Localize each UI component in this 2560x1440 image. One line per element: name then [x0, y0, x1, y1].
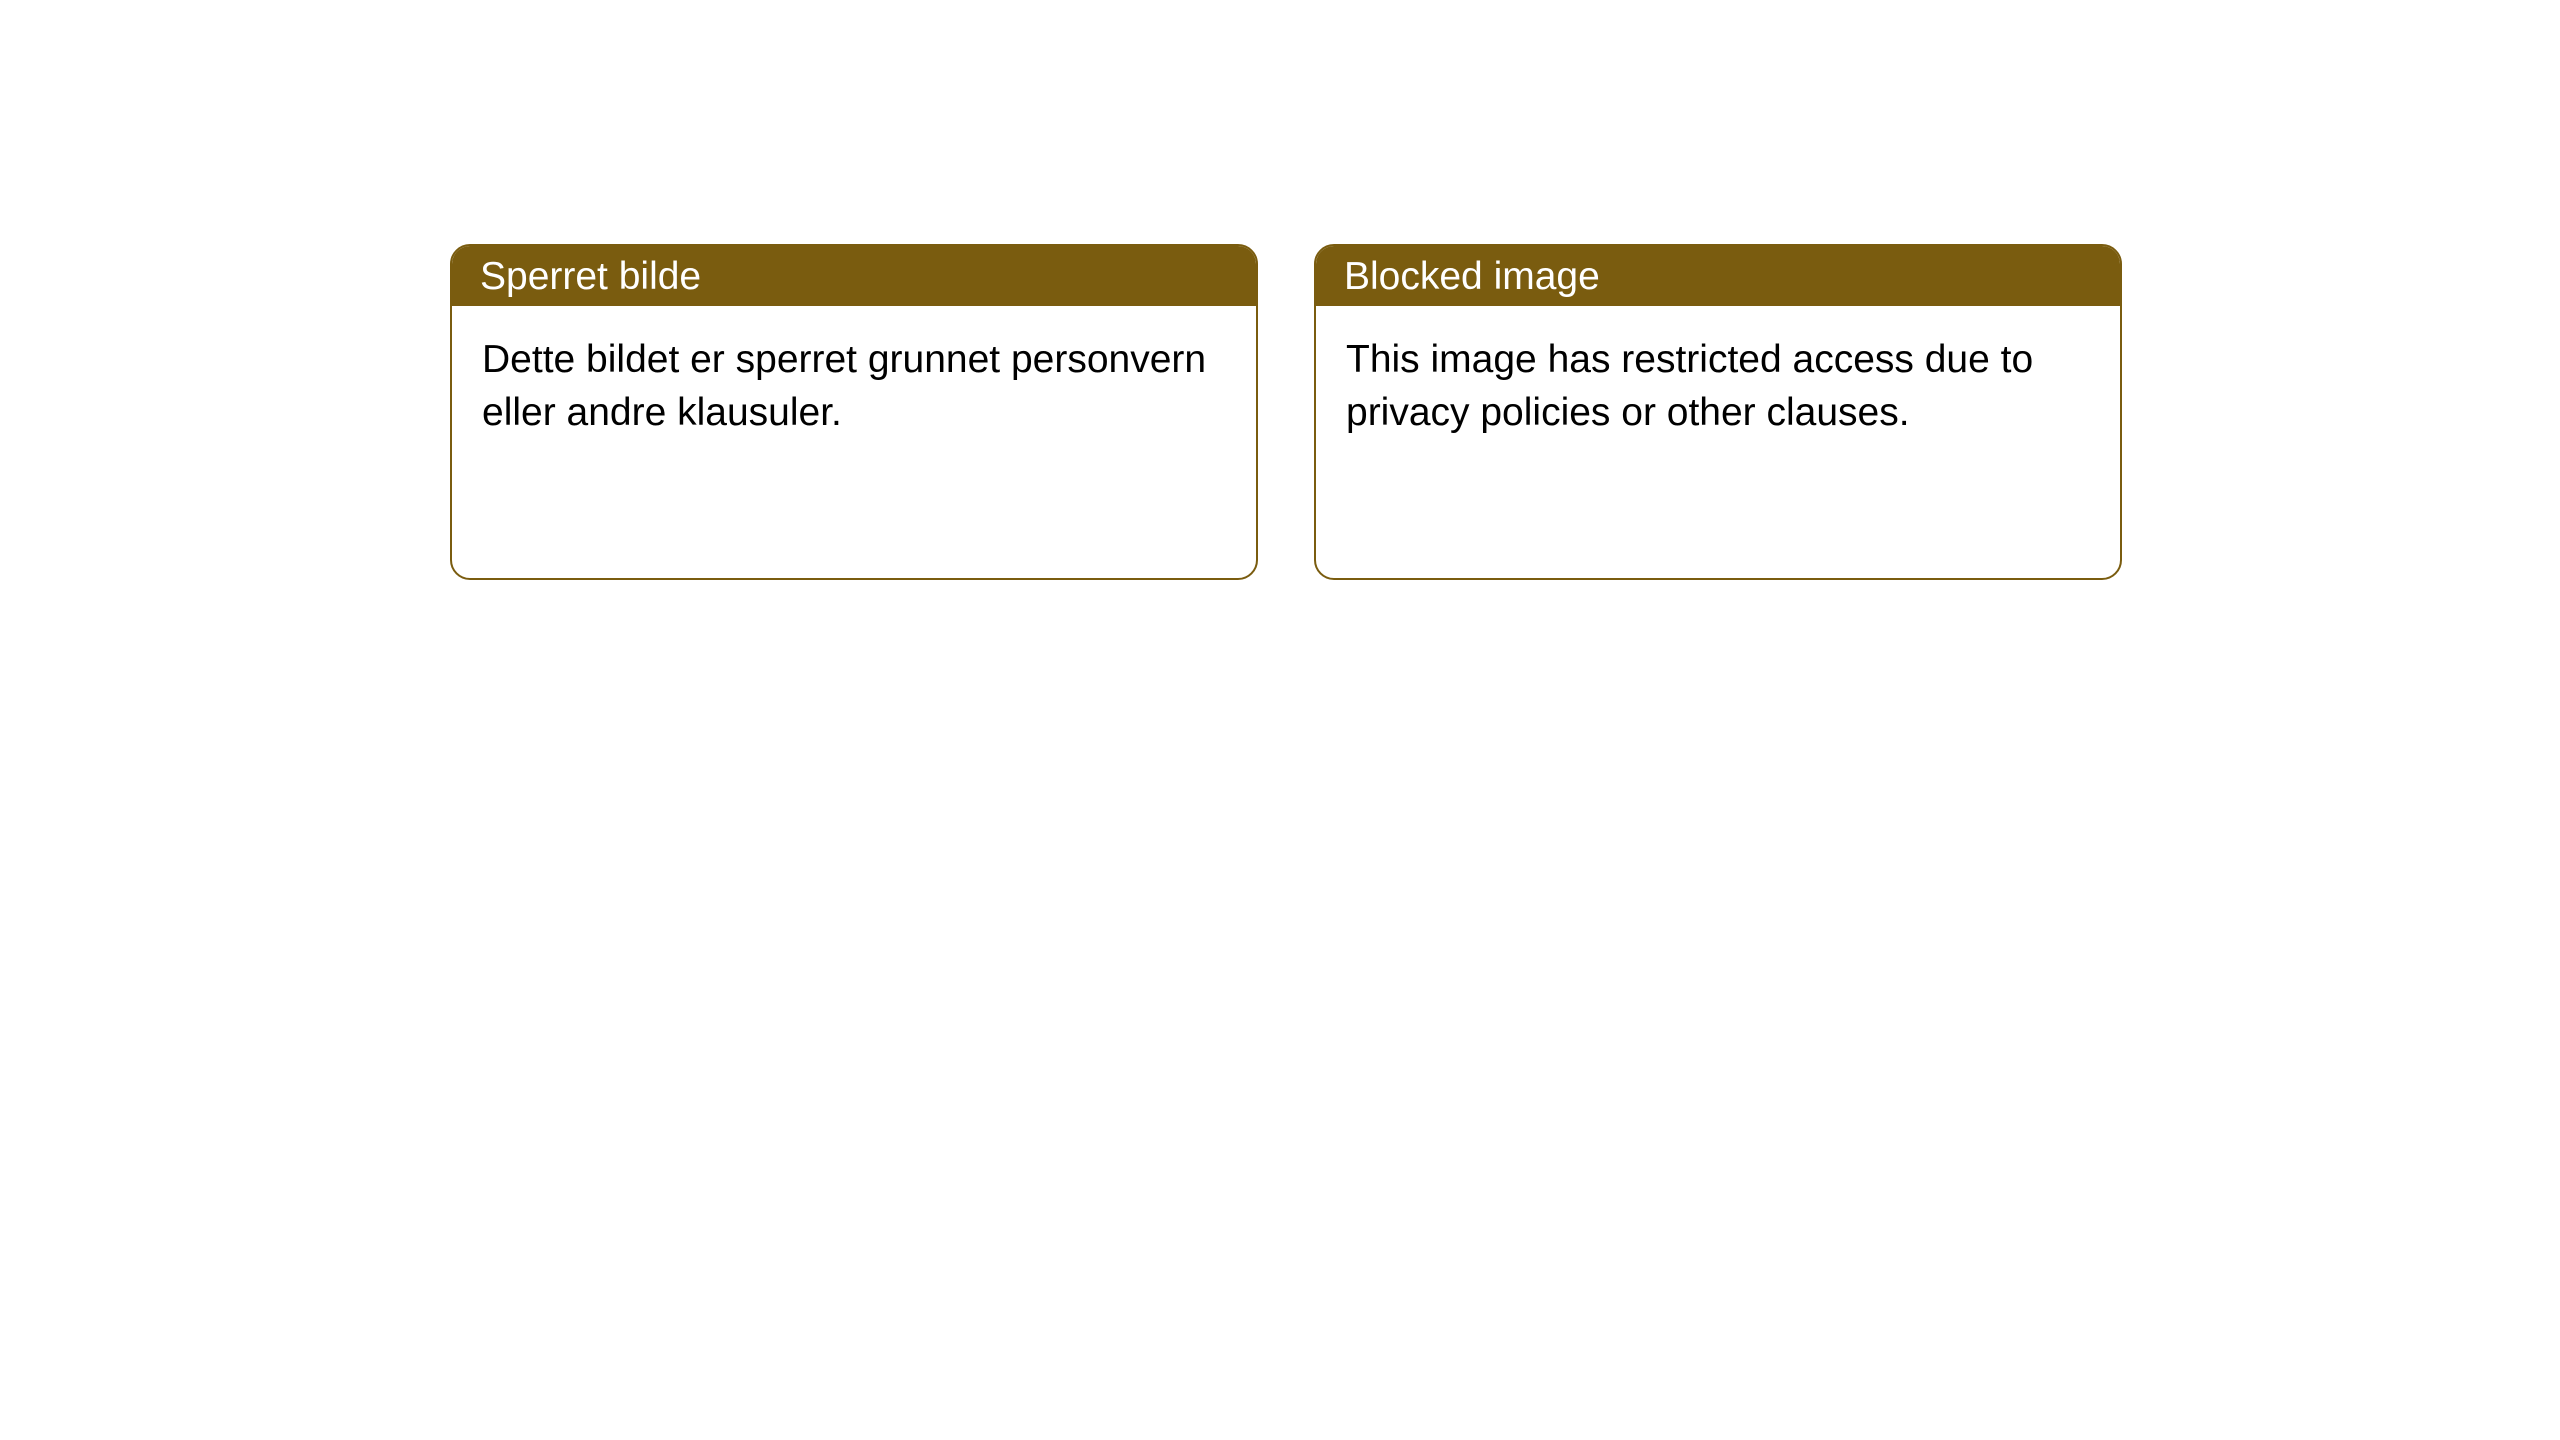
notice-body: Dette bildet er sperret grunnet personve… [452, 306, 1256, 467]
notice-card-english: Blocked image This image has restricted … [1314, 244, 2122, 580]
notice-title: Sperret bilde [452, 246, 1256, 306]
notice-body: This image has restricted access due to … [1316, 306, 2120, 467]
notice-container: Sperret bilde Dette bildet er sperret gr… [0, 0, 2560, 580]
notice-title: Blocked image [1316, 246, 2120, 306]
notice-card-norwegian: Sperret bilde Dette bildet er sperret gr… [450, 244, 1258, 580]
